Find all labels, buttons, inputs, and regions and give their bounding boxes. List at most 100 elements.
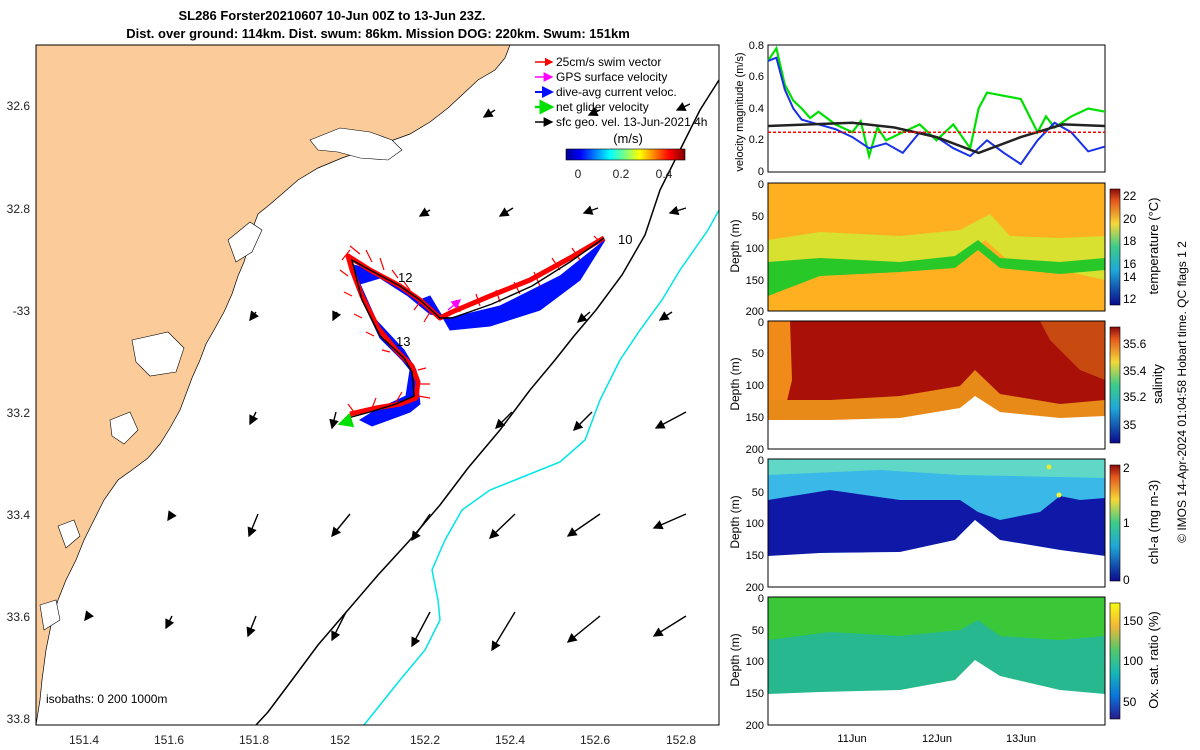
svg-text:16: 16 — [1123, 257, 1137, 271]
svg-text:35.6: 35.6 — [1123, 337, 1147, 351]
svg-text:22: 22 — [1123, 189, 1137, 203]
svg-text:50: 50 — [752, 625, 764, 637]
svg-text:33.6: 33.6 — [7, 610, 31, 624]
day-labels: 10 12 13 — [396, 232, 632, 349]
chla-panel: 0 50 100 150 200 Depth (m) 2 1 0 chl-a (… — [728, 455, 1161, 594]
oxygen-panel: 0 50 100 150 200 Depth (m) 150 100 50 Ox… — [728, 593, 1161, 745]
svg-text:2: 2 — [1123, 461, 1130, 475]
svg-text:0: 0 — [758, 593, 764, 605]
svg-text:-33: -33 — [13, 304, 31, 318]
svg-text:Depth (m): Depth (m) — [728, 357, 742, 410]
map-legend: 25cm/s swim vector GPS surface velocity … — [535, 55, 707, 129]
isobath-1000m — [363, 209, 720, 726]
svg-text:0: 0 — [575, 167, 582, 181]
velocity-ylabel: velocity magnitude (m/s) — [734, 52, 746, 171]
svg-text:0.2: 0.2 — [749, 134, 764, 146]
svg-text:net glider velocity: net glider velocity — [556, 100, 649, 114]
svg-text:0: 0 — [758, 455, 764, 467]
temperature-panel: 0 50 100 150 200 Depth (m) 22 20 18 16 1… — [728, 179, 1161, 318]
svg-text:(m/s): (m/s) — [613, 131, 643, 146]
svg-text:50: 50 — [1123, 695, 1137, 709]
land-polygon — [35, 44, 511, 726]
net-glider-vector — [337, 412, 355, 428]
svg-text:chl-a (mg m-3): chl-a (mg m-3) — [1146, 480, 1161, 565]
svg-text:Depth (m): Depth (m) — [728, 633, 742, 686]
svg-text:200: 200 — [746, 444, 764, 456]
svg-text:152.4: 152.4 — [495, 733, 525, 747]
svg-text:1: 1 — [1123, 516, 1130, 530]
svg-text:150: 150 — [746, 275, 764, 287]
svg-text:200: 200 — [746, 720, 764, 732]
svg-text:25cm/s swim vector: 25cm/s swim vector — [556, 55, 661, 69]
svg-text:200: 200 — [746, 306, 764, 318]
svg-text:33.8: 33.8 — [7, 712, 31, 726]
svg-text:152: 152 — [330, 733, 350, 747]
svg-text:0.4: 0.4 — [656, 167, 673, 181]
svg-text:0: 0 — [758, 166, 764, 178]
svg-text:150: 150 — [1123, 614, 1143, 628]
svg-text:Ox. sat. ratio (%): Ox. sat. ratio (%) — [1146, 611, 1161, 709]
svg-text:151.6: 151.6 — [154, 733, 184, 747]
svg-text:33.4: 33.4 — [7, 508, 31, 522]
svg-text:150: 150 — [746, 688, 764, 700]
svg-text:0.4: 0.4 — [749, 103, 764, 115]
velocity-panel: 0 0.2 0.4 0.6 0.8 velocity magnitude (m/… — [734, 40, 1106, 178]
svg-text:salinity: salinity — [1150, 364, 1165, 404]
isobath-200m — [255, 79, 720, 726]
svg-text:dive-avg current veloc.: dive-avg current veloc. — [556, 85, 677, 99]
svg-text:20: 20 — [1123, 212, 1137, 226]
svg-text:152.8: 152.8 — [666, 733, 696, 747]
svg-text:0: 0 — [1123, 573, 1130, 587]
svg-text:152.2: 152.2 — [410, 733, 440, 747]
svg-text:100: 100 — [746, 380, 764, 392]
svg-text:0.6: 0.6 — [749, 71, 764, 83]
title-line-1: SL286 Forster20210607 10-Jun 00Z to 13-J… — [178, 8, 485, 23]
svg-text:12Jun: 12Jun — [922, 733, 952, 745]
svg-text:14: 14 — [1123, 270, 1137, 284]
svg-text:10: 10 — [618, 232, 632, 247]
svg-text:50: 50 — [752, 211, 764, 223]
svg-text:50: 50 — [752, 348, 764, 360]
svg-text:32.8: 32.8 — [7, 202, 31, 216]
velocity-series-black — [767, 121, 1106, 155]
svg-text:100: 100 — [1123, 654, 1143, 668]
map-y-ticks: 32.6 32.8 -33 33.2 33.4 33.6 33.8 — [7, 99, 31, 726]
svg-text:200: 200 — [746, 582, 764, 594]
svg-text:100: 100 — [746, 656, 764, 668]
svg-text:100: 100 — [746, 518, 764, 530]
svg-text:18: 18 — [1123, 234, 1137, 248]
svg-text:0.2: 0.2 — [613, 167, 630, 181]
svg-text:GPS surface velocity: GPS surface velocity — [556, 70, 667, 84]
svg-text:32.6: 32.6 — [7, 99, 31, 113]
svg-text:11Jun: 11Jun — [837, 733, 866, 745]
credit-text: © IMOS 14-Apr-2024 01:04:58 Hobart time.… — [1175, 241, 1189, 543]
svg-text:Depth (m): Depth (m) — [728, 219, 742, 272]
geo-velocity-arrows — [84, 102, 691, 652]
velocity-series-green — [767, 45, 1106, 161]
svg-text:13Jun: 13Jun — [1006, 733, 1036, 745]
svg-text:100: 100 — [746, 243, 764, 255]
svg-text:150: 150 — [746, 550, 764, 562]
svg-text:12: 12 — [1123, 292, 1137, 306]
glider-track — [337, 235, 606, 428]
velocity-lines — [767, 45, 1106, 166]
svg-text:temperature (°C): temperature (°C) — [1146, 198, 1161, 295]
svg-text:151.8: 151.8 — [239, 733, 269, 747]
velocity-y-ticks: 0 0.2 0.4 0.6 0.8 — [749, 40, 764, 178]
svg-text:13: 13 — [396, 334, 410, 349]
svg-text:151.4: 151.4 — [69, 733, 99, 747]
svg-text:12: 12 — [398, 270, 412, 285]
svg-text:50: 50 — [752, 487, 764, 499]
svg-text:33.2: 33.2 — [7, 406, 31, 420]
svg-text:0: 0 — [758, 317, 764, 329]
gps-vector — [447, 299, 462, 311]
svg-text:Depth (m): Depth (m) — [728, 495, 742, 548]
svg-text:152.6: 152.6 — [580, 733, 610, 747]
svg-text:sfc geo. vel. 13-Jun-2021 4h: sfc geo. vel. 13-Jun-2021 4h — [556, 115, 707, 129]
map-panel: 10 12 13 25cm/s swim vector GPS surface … — [7, 44, 720, 747]
svg-text:35.2: 35.2 — [1123, 390, 1147, 404]
svg-text:35: 35 — [1123, 418, 1137, 432]
title-line-2: Dist. over ground: 114km. Dist. swum: 86… — [126, 26, 630, 41]
svg-text:0.8: 0.8 — [749, 40, 764, 52]
